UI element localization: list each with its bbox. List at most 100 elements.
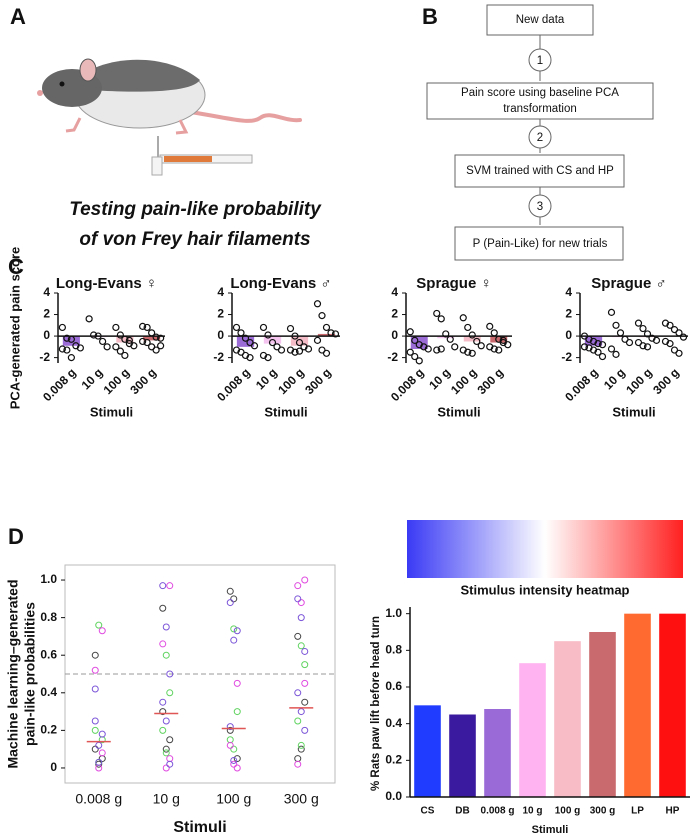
data-point bbox=[152, 333, 160, 341]
y-tick-label: 4 bbox=[217, 285, 224, 299]
data-point bbox=[301, 576, 309, 584]
data-point bbox=[112, 323, 120, 332]
data-point bbox=[634, 319, 643, 327]
y-tick-label: 1.0 bbox=[385, 606, 402, 620]
data-point bbox=[318, 312, 326, 320]
data-point bbox=[294, 755, 302, 763]
x-tick-label: 300 g bbox=[302, 365, 334, 397]
bar bbox=[659, 613, 686, 797]
data-point bbox=[297, 745, 305, 753]
x-tick-label: 100 g bbox=[275, 365, 307, 397]
y-tick-label: 0 bbox=[43, 328, 50, 342]
y-tick-label: 0 bbox=[50, 760, 57, 774]
data-point bbox=[226, 736, 234, 744]
y-axis-label: PCA-generated pain score bbox=[7, 247, 22, 410]
y-tick-label: -2 bbox=[39, 350, 50, 364]
data-point bbox=[607, 308, 616, 316]
data-point bbox=[112, 343, 120, 351]
data-point bbox=[162, 749, 170, 757]
bar bbox=[463, 336, 481, 342]
data-point bbox=[652, 336, 661, 344]
data-point bbox=[143, 338, 151, 347]
bar bbox=[490, 336, 508, 343]
data-point bbox=[166, 736, 174, 744]
data-point bbox=[594, 348, 602, 356]
data-point bbox=[322, 323, 331, 332]
flow-step: 3 bbox=[537, 201, 543, 213]
data-point bbox=[277, 346, 286, 354]
chart-title: Sprague ♂ bbox=[591, 275, 666, 292]
data-point bbox=[264, 354, 272, 362]
rat-illustration bbox=[37, 58, 302, 176]
data-point bbox=[166, 755, 174, 763]
bar bbox=[116, 336, 134, 343]
chart-title: Long-Evans ♂ bbox=[230, 275, 331, 292]
panel-label: A bbox=[10, 4, 26, 29]
data-point bbox=[451, 343, 459, 351]
data-point bbox=[625, 338, 634, 347]
x-tick-label: LP bbox=[631, 806, 644, 817]
data-point bbox=[598, 341, 607, 349]
data-point bbox=[98, 730, 106, 738]
y-tick-label: 4 bbox=[43, 285, 50, 299]
data-point bbox=[639, 324, 647, 333]
x-tick-label: 0.008 g bbox=[40, 365, 79, 404]
x-tick-label: 100 g bbox=[216, 791, 251, 807]
x-axis-label: Stimuli bbox=[612, 404, 655, 419]
data-point bbox=[313, 300, 322, 308]
y-tick-label: 1.0 bbox=[40, 572, 57, 586]
data-point bbox=[331, 330, 340, 338]
x-tick-label: 300 g bbox=[127, 365, 159, 397]
data-point bbox=[95, 760, 103, 768]
data-point bbox=[301, 698, 309, 706]
y-tick-label: 0.2 bbox=[40, 723, 57, 737]
data-point bbox=[594, 340, 602, 348]
data-point bbox=[246, 354, 254, 362]
data-point bbox=[159, 640, 167, 648]
x-tick-label: 10 g bbox=[153, 791, 180, 807]
data-point bbox=[294, 760, 302, 768]
data-point bbox=[226, 587, 234, 595]
data-point bbox=[232, 323, 241, 332]
data-point bbox=[473, 337, 481, 346]
data-point bbox=[643, 343, 652, 351]
data-point bbox=[116, 347, 124, 355]
data-point bbox=[233, 708, 241, 716]
data-point bbox=[616, 329, 625, 337]
data-point bbox=[415, 357, 423, 365]
data-point bbox=[90, 331, 98, 339]
chart-title: Sprague ♀ bbox=[416, 275, 491, 292]
data-point bbox=[230, 760, 238, 768]
bar bbox=[519, 663, 546, 797]
x-tick-label: DB bbox=[455, 806, 469, 817]
flow-node: Pain score using baseline PCA bbox=[461, 87, 619, 99]
data-point bbox=[433, 346, 441, 354]
data-point bbox=[139, 322, 147, 330]
data-point bbox=[233, 755, 241, 763]
panel-label: C bbox=[8, 254, 24, 279]
data-point bbox=[241, 334, 250, 342]
panel-label: D bbox=[8, 524, 24, 549]
data-point bbox=[442, 330, 450, 338]
data-point bbox=[322, 349, 331, 357]
data-point bbox=[233, 764, 241, 772]
data-point bbox=[125, 336, 133, 344]
x-tick-label: 0.008 g bbox=[562, 365, 601, 404]
data-point bbox=[411, 336, 419, 344]
data-point bbox=[291, 348, 299, 356]
data-point bbox=[313, 336, 322, 344]
data-point bbox=[675, 349, 683, 357]
data-point bbox=[477, 342, 485, 350]
data-point bbox=[95, 741, 103, 749]
x-tick-label: 100 g bbox=[623, 365, 655, 397]
data-point bbox=[162, 623, 170, 631]
x-axis-label: Stimuli bbox=[264, 404, 307, 419]
data-point bbox=[612, 321, 620, 329]
data-point bbox=[297, 599, 305, 607]
data-point bbox=[468, 331, 476, 339]
data-point bbox=[116, 331, 124, 339]
data-point bbox=[63, 346, 71, 354]
y-tick-label: 4 bbox=[565, 285, 572, 299]
x-tick-label: 10 g bbox=[522, 806, 542, 817]
data-point bbox=[294, 689, 302, 697]
